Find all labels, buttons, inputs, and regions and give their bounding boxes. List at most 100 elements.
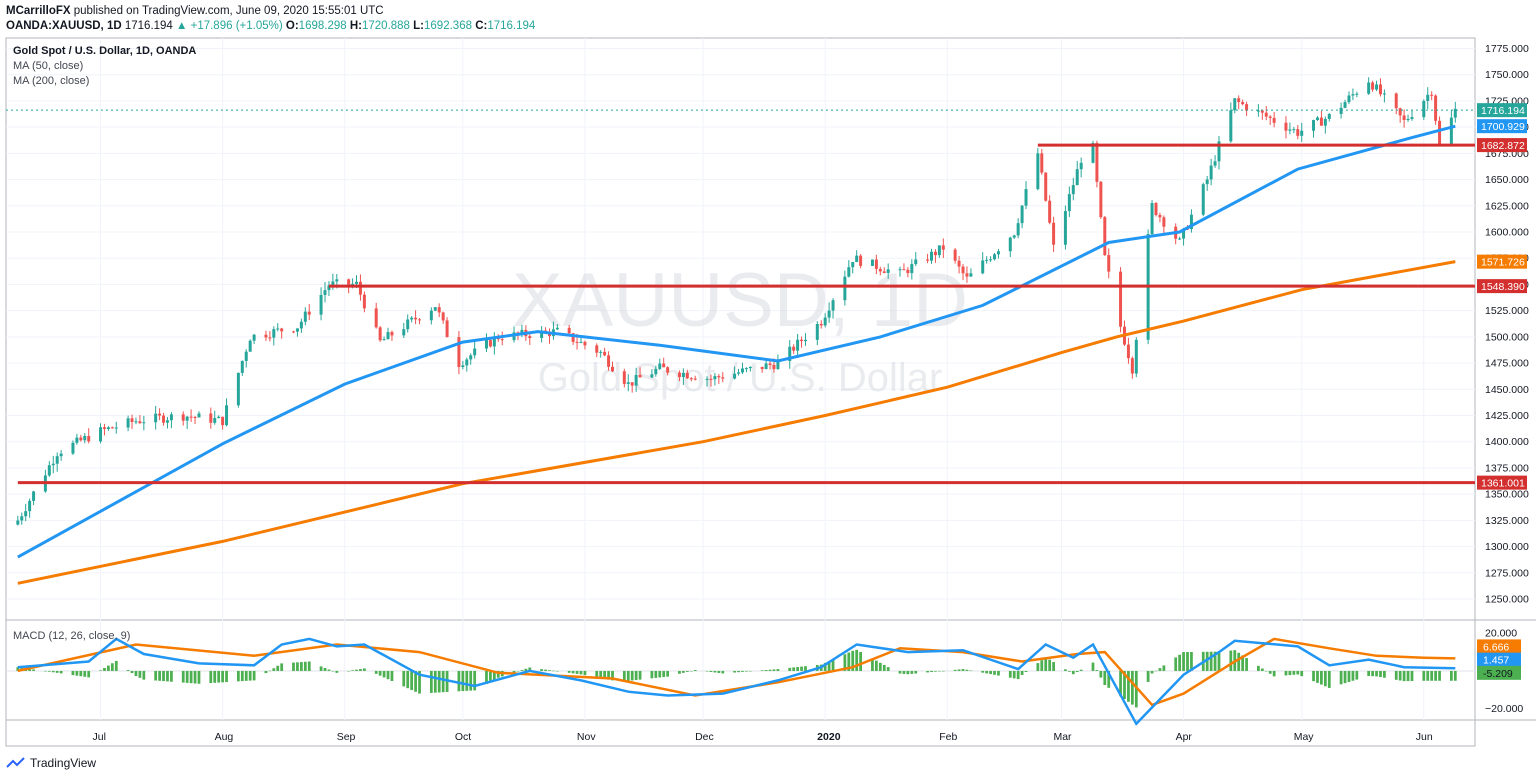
candle-body bbox=[1008, 237, 1012, 252]
candle-body bbox=[1134, 339, 1138, 374]
macd-axis-label: 1.457 bbox=[1483, 655, 1509, 667]
macd-histogram-bar bbox=[461, 670, 465, 692]
close-value: 1716.194 bbox=[487, 20, 536, 32]
macd-histogram-bar bbox=[414, 670, 417, 692]
macd-histogram-bar bbox=[1134, 670, 1138, 708]
macd-histogram-bar bbox=[760, 670, 764, 671]
macd-histogram-bar bbox=[1190, 651, 1193, 671]
macd-histogram-bar bbox=[886, 667, 890, 671]
macd-histogram-bar bbox=[374, 670, 378, 674]
candle-body bbox=[488, 340, 492, 347]
macd-histogram-bar bbox=[418, 670, 421, 694]
macd-histogram-bar bbox=[1099, 670, 1103, 678]
macd-histogram-bar bbox=[217, 670, 221, 683]
publish-info: published on TradingView.com, June 09, 2… bbox=[70, 5, 384, 17]
macd-histogram-bar bbox=[709, 670, 713, 672]
macd-histogram-bar bbox=[528, 667, 532, 671]
macd-histogram-bar bbox=[520, 670, 524, 671]
macd-histogram-bar bbox=[1008, 670, 1012, 678]
macd-histogram-bar bbox=[323, 667, 327, 671]
candle-body bbox=[733, 373, 737, 379]
macd-histogram-bar bbox=[1205, 651, 1209, 671]
candle-body bbox=[181, 414, 185, 421]
brand-name[interactable]: TradingView bbox=[30, 756, 97, 770]
macd-histogram-bar bbox=[662, 670, 666, 678]
candle-body bbox=[1130, 358, 1134, 374]
macd-histogram-bar bbox=[44, 670, 47, 672]
macd-histogram-bar bbox=[244, 670, 248, 681]
candle-body bbox=[740, 368, 744, 373]
macd-histogram-bar bbox=[552, 670, 555, 672]
candle-body bbox=[989, 259, 993, 261]
macd-histogram-bar bbox=[1343, 670, 1347, 684]
candle-body bbox=[280, 328, 284, 332]
macd-histogram-bar bbox=[1347, 670, 1351, 682]
macd-histogram-bar bbox=[1406, 670, 1410, 682]
candle-body bbox=[859, 255, 863, 266]
time-tick-label: Jul bbox=[93, 731, 106, 743]
macd-histogram-bar bbox=[1449, 670, 1453, 681]
publisher-line: MCarrilloFX published on TradingView.com… bbox=[6, 4, 535, 19]
macd-histogram-bar bbox=[965, 669, 969, 671]
candle-body bbox=[295, 328, 299, 332]
macd-histogram-bar bbox=[855, 649, 859, 671]
macd-histogram-bar bbox=[1217, 651, 1221, 671]
macd-histogram-bar bbox=[1257, 665, 1260, 671]
candle-body bbox=[1150, 203, 1154, 235]
candle-body bbox=[1178, 238, 1182, 240]
candle-body bbox=[461, 365, 465, 367]
macd-histogram-bar bbox=[16, 667, 20, 671]
macd-histogram-bar bbox=[1178, 654, 1182, 671]
macd-histogram-bar bbox=[406, 670, 410, 689]
candle-body bbox=[225, 405, 229, 426]
macd-histogram-bar bbox=[1323, 670, 1327, 687]
candle-body bbox=[51, 463, 55, 466]
candle-body bbox=[1272, 117, 1276, 123]
macd-histogram-bar bbox=[1430, 670, 1434, 681]
macd-histogram-bar bbox=[299, 662, 303, 671]
macd-histogram-bar bbox=[248, 670, 252, 681]
macd-histogram-bar bbox=[957, 669, 961, 671]
candle-body bbox=[823, 317, 827, 326]
candle-body bbox=[1312, 119, 1316, 131]
macd-histogram-bar bbox=[1052, 662, 1055, 671]
candle-body bbox=[248, 340, 252, 352]
macd-histogram-bar bbox=[1075, 670, 1079, 673]
macd-histogram-bar bbox=[776, 669, 780, 671]
candle-body bbox=[713, 376, 717, 380]
macd-histogram-bar bbox=[185, 670, 189, 683]
candle-body bbox=[1024, 189, 1028, 206]
macd-histogram-bar bbox=[540, 669, 543, 671]
macd-histogram-bar bbox=[1123, 670, 1126, 700]
candle-body bbox=[114, 427, 118, 429]
candle-body bbox=[1103, 217, 1107, 256]
chart-canvas[interactable]: 1250.000 1275.000 1300.000 1325.000 1350.000… bbox=[0, 36, 1536, 748]
candle-body bbox=[654, 368, 658, 375]
high-value: 1720.888 bbox=[361, 20, 410, 32]
macd-histogram-bar bbox=[240, 670, 244, 682]
candle-body bbox=[1288, 129, 1292, 131]
candle-body bbox=[362, 294, 366, 309]
candle-body bbox=[197, 413, 201, 418]
candle-body bbox=[969, 273, 973, 277]
candle-body bbox=[1016, 223, 1020, 236]
macd-histogram-bar bbox=[429, 670, 433, 693]
candle-body bbox=[20, 516, 24, 521]
macd-histogram-bar bbox=[1150, 670, 1154, 674]
candle-body bbox=[603, 351, 607, 356]
open-value: 1698.298 bbox=[298, 20, 347, 32]
macd-histogram-bar bbox=[110, 663, 114, 671]
candle-body bbox=[705, 378, 709, 380]
macd-histogram-bar bbox=[457, 670, 461, 692]
candle-body bbox=[1327, 113, 1331, 119]
candle-body bbox=[583, 341, 587, 346]
candle-body bbox=[110, 427, 114, 429]
open-label: O: bbox=[285, 20, 299, 32]
macd-histogram-bar bbox=[745, 670, 748, 672]
macd-histogram-bar bbox=[544, 669, 547, 671]
macd-histogram-bar bbox=[1371, 670, 1374, 677]
ma50-line bbox=[17, 124, 1456, 559]
candle-body bbox=[71, 442, 75, 454]
time-tick-label: May bbox=[1294, 731, 1315, 743]
author-name[interactable]: MCarrilloFX bbox=[6, 5, 71, 17]
